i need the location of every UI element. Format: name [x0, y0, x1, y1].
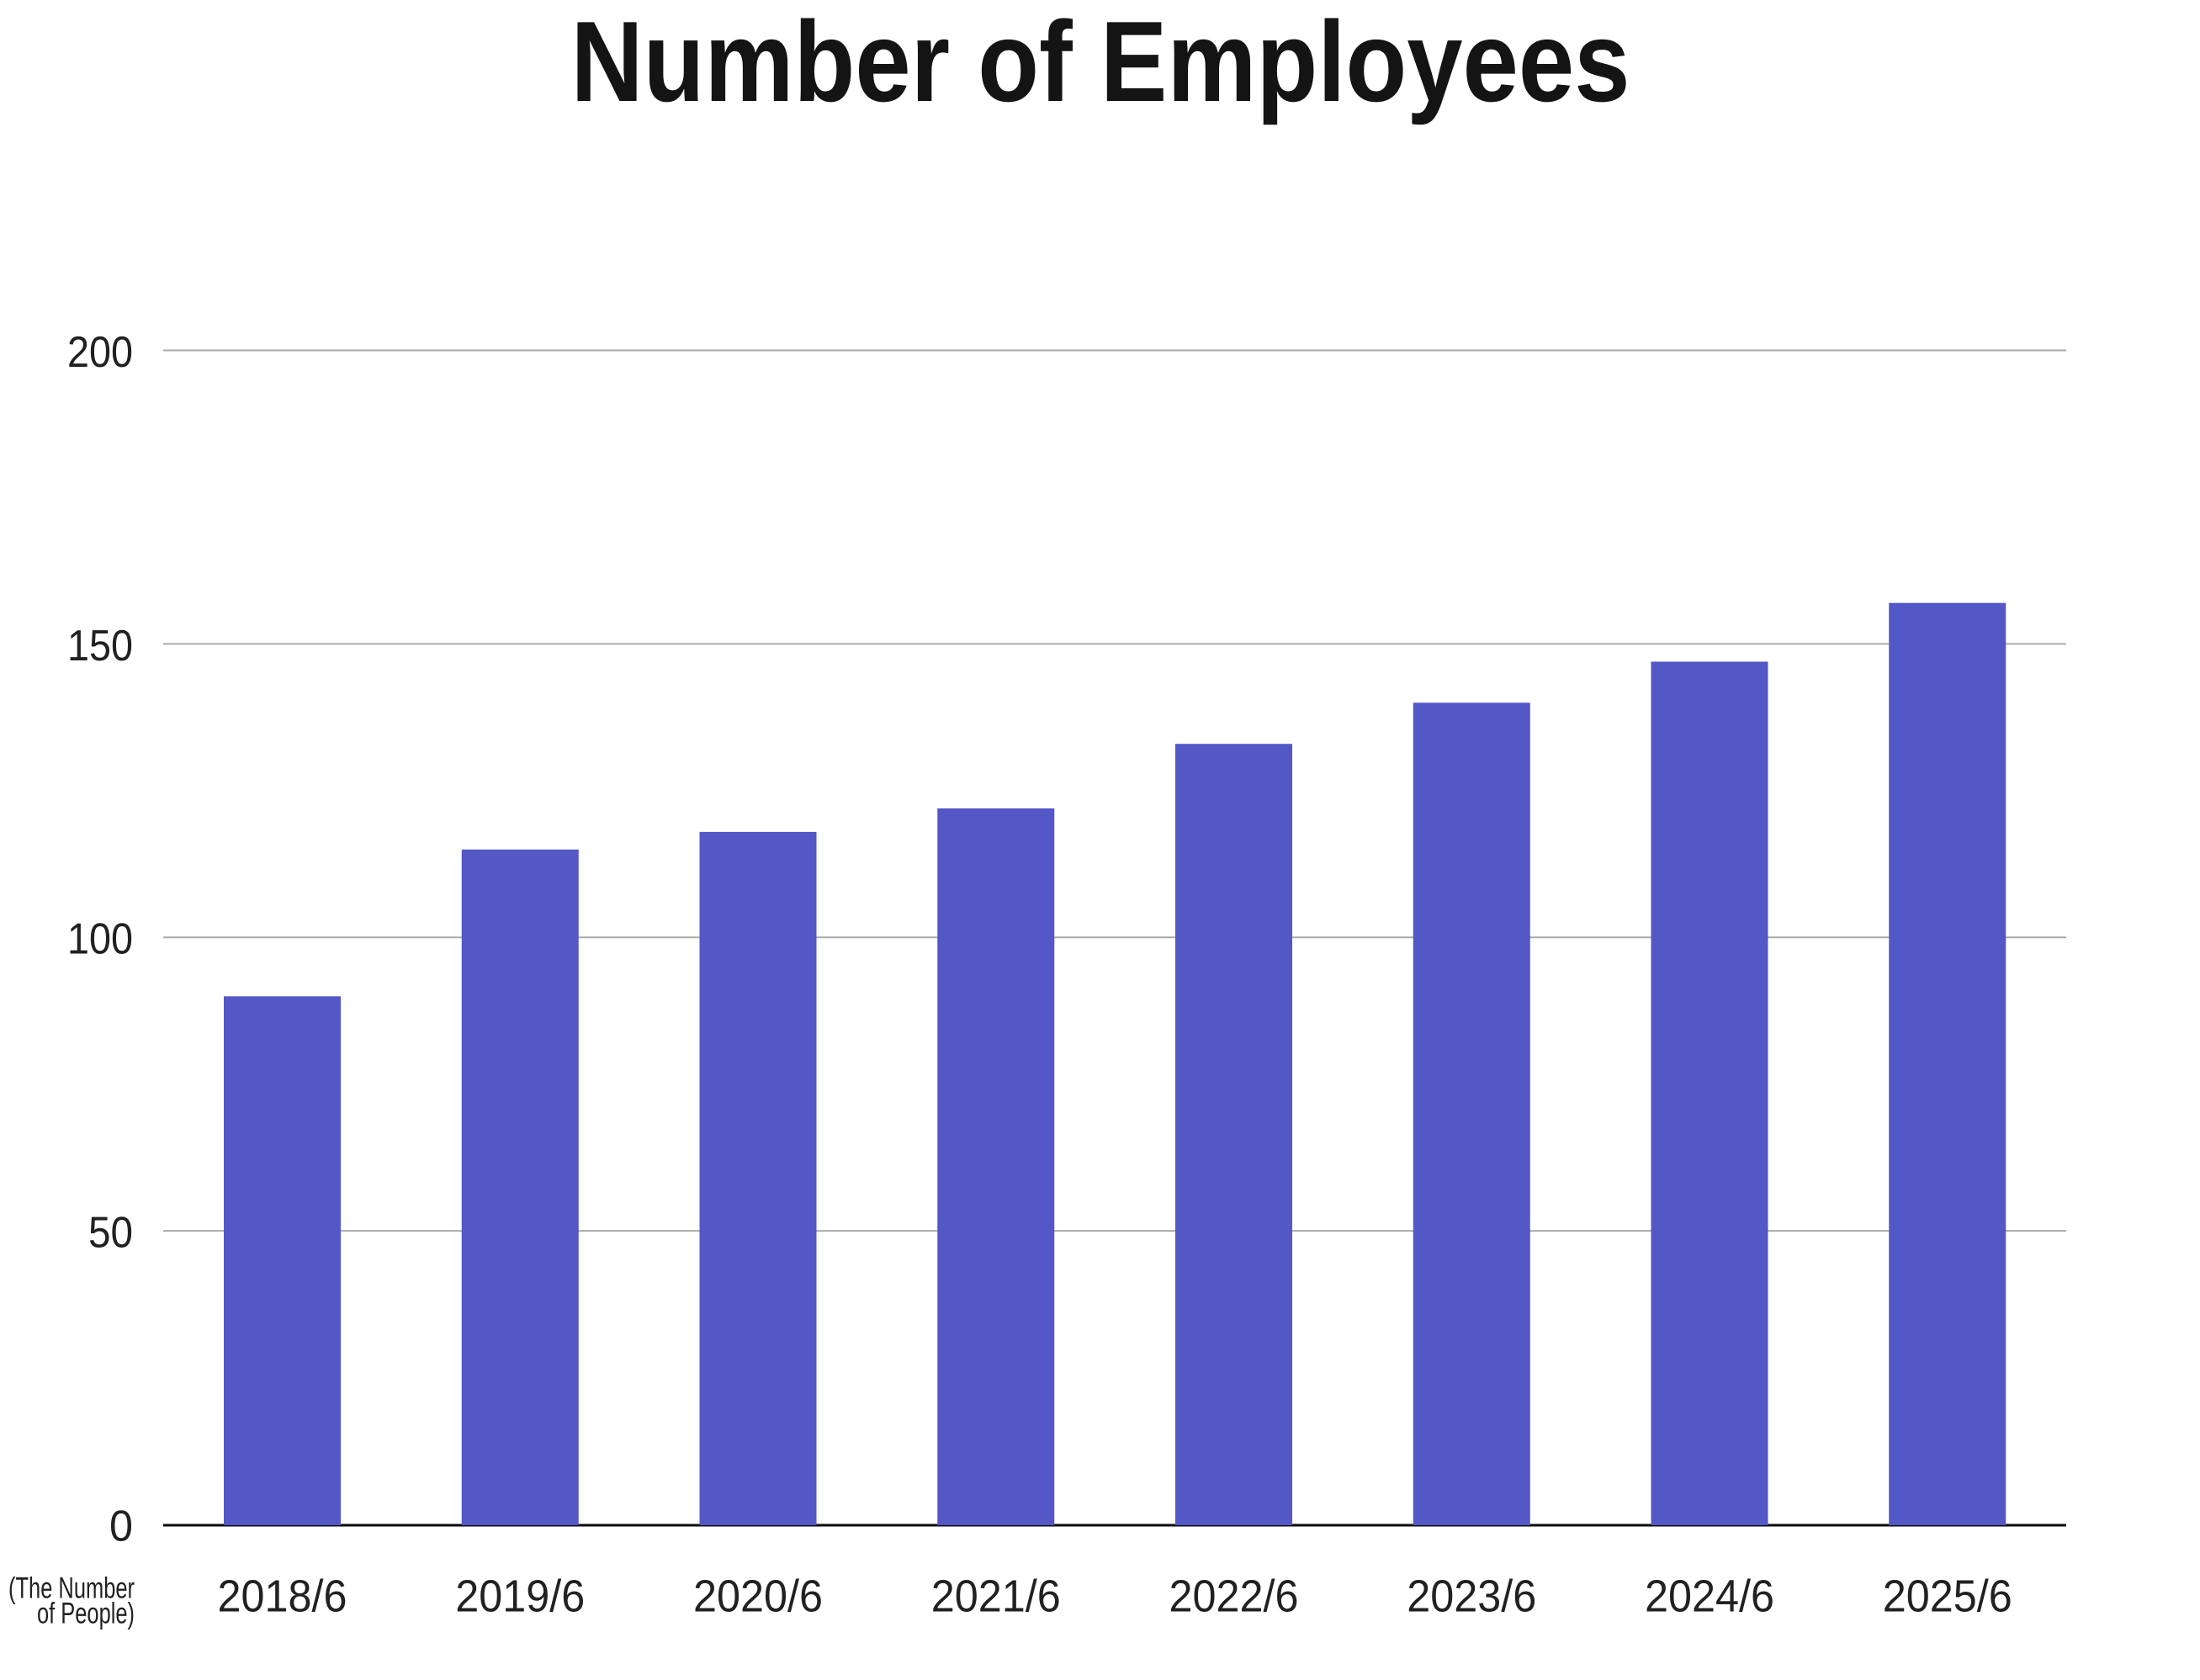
- svg-text:100: 100: [67, 915, 133, 964]
- svg-text:(The Number: (The Number: [8, 1571, 135, 1604]
- svg-text:200: 200: [67, 328, 133, 377]
- svg-text:2018/6: 2018/6: [218, 1571, 347, 1622]
- svg-text:of People): of People): [37, 1598, 135, 1630]
- svg-text:2023/6: 2023/6: [1407, 1571, 1536, 1622]
- svg-text:Number of Employees: Number of Employees: [571, 0, 1630, 125]
- svg-text:0: 0: [109, 1502, 133, 1551]
- svg-text:2022/6: 2022/6: [1169, 1571, 1299, 1622]
- svg-text:150: 150: [67, 622, 133, 670]
- svg-text:2024/6: 2024/6: [1645, 1571, 1774, 1622]
- svg-text:2021/6: 2021/6: [931, 1571, 1061, 1622]
- svg-text:2019/6: 2019/6: [455, 1571, 585, 1622]
- svg-text:2025/6: 2025/6: [1883, 1571, 2012, 1622]
- svg-text:2020/6: 2020/6: [693, 1571, 823, 1622]
- svg-text:50: 50: [88, 1209, 133, 1258]
